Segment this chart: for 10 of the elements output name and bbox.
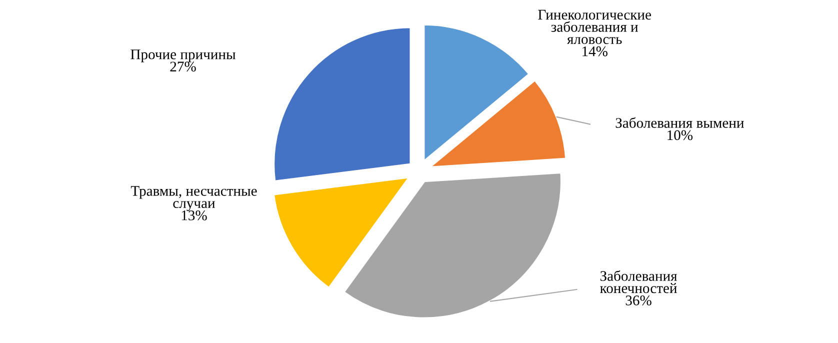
slice-label: Травмы, несчастные случаи [130, 186, 257, 212]
slice-label: Прочие причины [130, 50, 236, 62]
data-label: 36% [626, 296, 652, 306]
data-label: 27% [170, 62, 196, 72]
data-label: 10% [668, 130, 693, 140]
slice-label: Заболевания вымени [616, 117, 744, 128]
slice-label: Заболевания конечностей [600, 270, 678, 294]
data-label: 14% [582, 46, 608, 56]
data-label: 13% [182, 210, 207, 220]
slice-label: Гинекологические заболевания и яловость [538, 10, 651, 44]
